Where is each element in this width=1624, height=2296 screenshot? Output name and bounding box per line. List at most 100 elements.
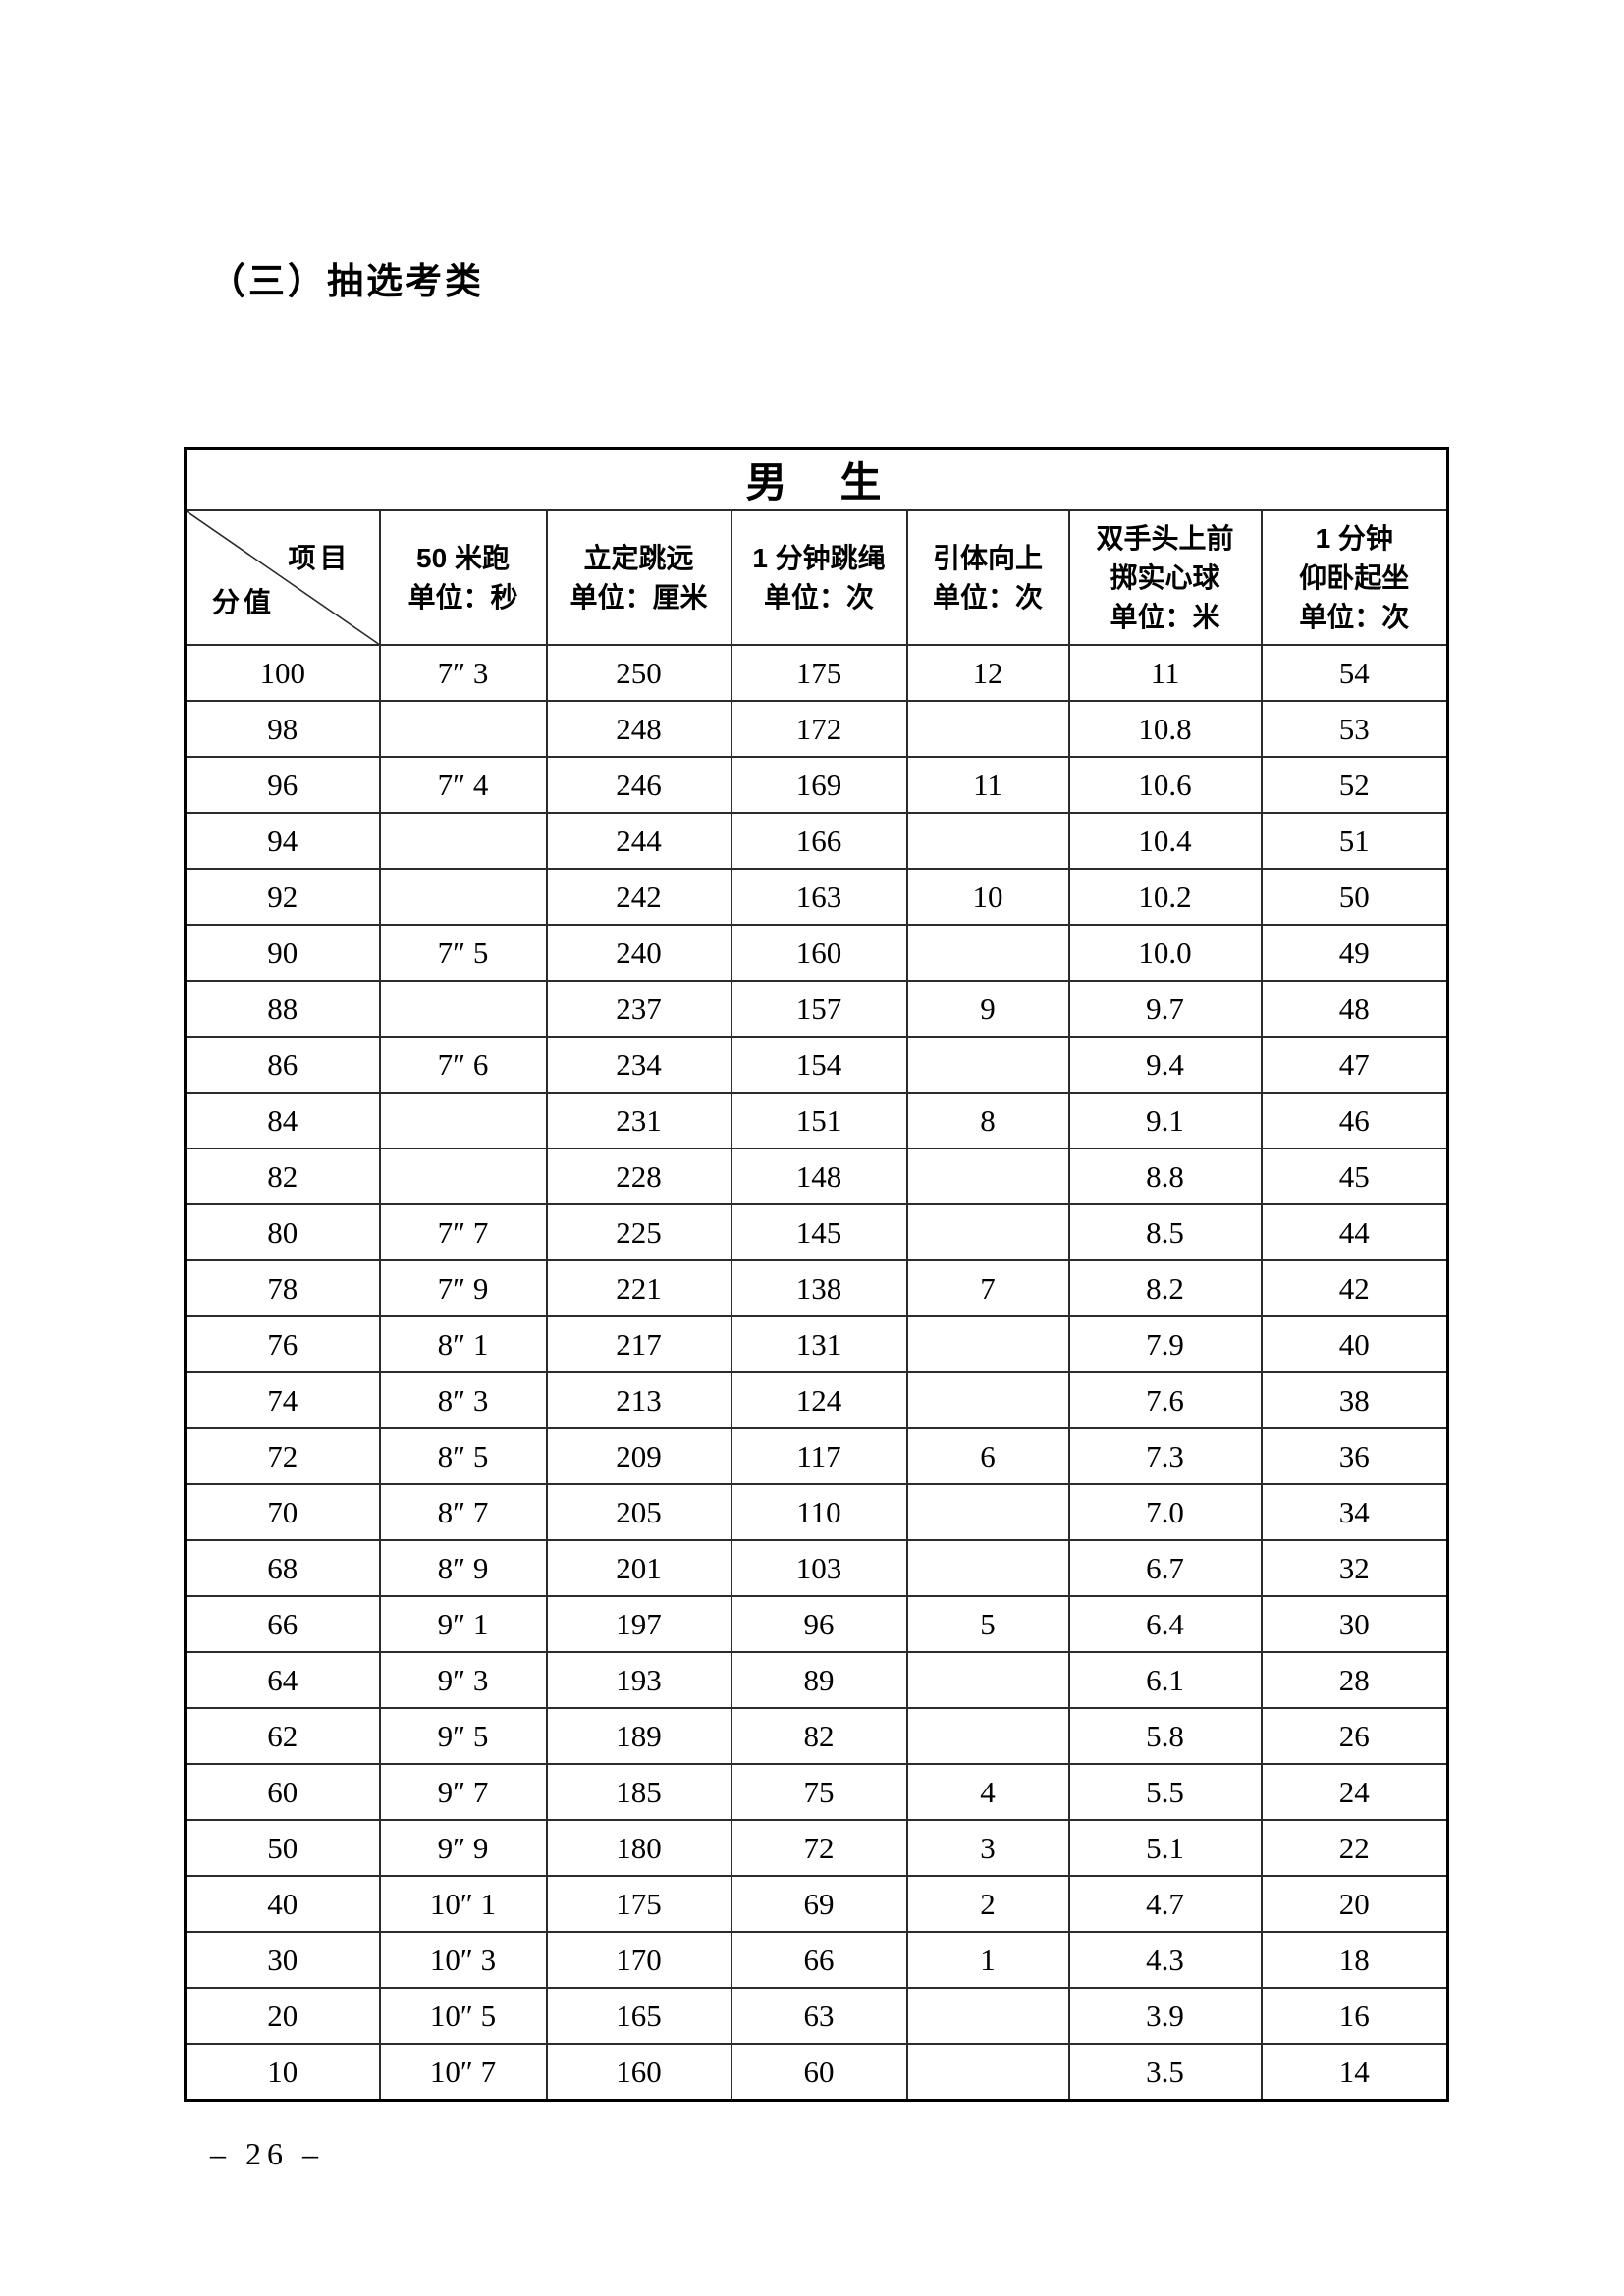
score-cell: 78 xyxy=(184,1259,381,1317)
score-cell: 72 xyxy=(184,1427,381,1485)
table-row: 90 7″ 5 240 160 10.0 49 xyxy=(184,924,1449,982)
value-cell: 6.1 xyxy=(1067,1651,1263,1709)
score-cell: 100 xyxy=(184,644,381,702)
value-cell: 145 xyxy=(730,1203,908,1261)
score-cell: 68 xyxy=(184,1539,381,1597)
table-row: 50 9″ 9 180 72 3 5.1 22 xyxy=(184,1819,1449,1877)
value-cell: 42 xyxy=(1260,1259,1449,1317)
value-cell: 5 xyxy=(905,1595,1070,1653)
value-cell: 40 xyxy=(1260,1315,1449,1373)
value-cell: 32 xyxy=(1260,1539,1449,1597)
corner-cell: 项目 分值 xyxy=(184,509,381,646)
value-cell: 16 xyxy=(1260,1987,1449,2045)
table-row: 10 10″ 7 160 60 3.5 14 xyxy=(184,2043,1449,2102)
value-cell: 9″ 7 xyxy=(378,1763,548,1821)
column-header-line: 立定跳远 xyxy=(583,542,694,573)
value-cell xyxy=(905,1707,1070,1765)
value-cell: 8″ 7 xyxy=(378,1483,548,1541)
value-cell xyxy=(905,1315,1070,1373)
table-row: 74 8″ 3 213 124 7.6 38 xyxy=(184,1371,1449,1429)
table-row: 92 242 163 10 10.2 50 xyxy=(184,868,1449,926)
score-cell: 20 xyxy=(184,1987,381,2045)
value-cell: 63 xyxy=(730,1987,908,2045)
value-cell: 151 xyxy=(730,1092,908,1149)
value-cell: 7″ 4 xyxy=(378,756,548,814)
score-cell: 92 xyxy=(184,868,381,926)
value-cell: 10″ 5 xyxy=(378,1987,548,2045)
value-cell: 82 xyxy=(730,1707,908,1765)
value-cell: 4 xyxy=(905,1763,1070,1821)
column-header-line: 掷实心球 xyxy=(1110,561,1220,593)
value-cell: 160 xyxy=(730,924,908,982)
value-cell xyxy=(905,1483,1070,1541)
table-row: 68 8″ 9 201 103 6.7 32 xyxy=(184,1539,1449,1597)
value-cell: 54 xyxy=(1260,644,1449,702)
value-cell xyxy=(905,1036,1070,1094)
value-cell: 228 xyxy=(545,1148,732,1205)
value-cell: 157 xyxy=(730,980,908,1038)
column-header-line: 单位：秒 xyxy=(407,581,518,613)
value-cell: 10.8 xyxy=(1067,700,1263,758)
table-row: 86 7″ 6 234 154 9.4 47 xyxy=(184,1036,1449,1094)
table-row: 72 8″ 5 209 117 6 7.3 36 xyxy=(184,1427,1449,1485)
column-header-row: 项目 分值 50 米跑 单位：秒 立定跳远 单位：厘米 1 分钟跳绳 单位：次 引体向上 单位… xyxy=(184,509,1449,646)
value-cell: 5.1 xyxy=(1067,1819,1263,1877)
value-cell: 180 xyxy=(545,1819,732,1877)
value-cell xyxy=(905,1148,1070,1205)
value-cell: 7″ 7 xyxy=(378,1203,548,1261)
value-cell: 117 xyxy=(730,1427,908,1485)
value-cell: 9″ 9 xyxy=(378,1819,548,1877)
value-cell xyxy=(378,1148,548,1205)
value-cell: 213 xyxy=(545,1371,732,1429)
score-cell: 82 xyxy=(184,1148,381,1205)
value-cell: 7 xyxy=(905,1259,1070,1317)
value-cell: 189 xyxy=(545,1707,732,1765)
value-cell: 7″ 3 xyxy=(378,644,548,702)
table-row: 20 10″ 5 165 63 3.9 16 xyxy=(184,1987,1449,2045)
column-header-line: 单位：次 xyxy=(1299,601,1410,632)
value-cell: 10.0 xyxy=(1067,924,1263,982)
value-cell: 49 xyxy=(1260,924,1449,982)
value-cell: 53 xyxy=(1260,700,1449,758)
value-cell: 9 xyxy=(905,980,1070,1038)
column-header: 引体向上 单位：次 xyxy=(905,509,1070,646)
boys-fitness-score-table: 男 生 项目 分值 50 米跑 单位：秒 立定跳远 单位：厘米 1 分钟跳绳 单位：次 引体… xyxy=(184,447,1450,2102)
score-cell: 86 xyxy=(184,1036,381,1094)
score-cell: 10 xyxy=(184,2043,381,2102)
table-row: 98 248 172 10.8 53 xyxy=(184,700,1449,758)
value-cell: 231 xyxy=(545,1092,732,1149)
table-row: 66 9″ 1 197 96 5 6.4 30 xyxy=(184,1595,1449,1653)
value-cell xyxy=(905,700,1070,758)
column-header-line: 仰卧起坐 xyxy=(1299,561,1410,593)
value-cell xyxy=(378,980,548,1038)
value-cell: 175 xyxy=(730,644,908,702)
value-cell: 3 xyxy=(905,1819,1070,1877)
value-cell: 8″ 3 xyxy=(378,1371,548,1429)
value-cell: 7.3 xyxy=(1067,1427,1263,1485)
table-row: 70 8″ 7 205 110 7.0 34 xyxy=(184,1483,1449,1541)
value-cell: 52 xyxy=(1260,756,1449,814)
value-cell: 221 xyxy=(545,1259,732,1317)
value-cell: 3.9 xyxy=(1067,1987,1263,2045)
value-cell: 4.7 xyxy=(1067,1875,1263,1933)
table-row: 60 9″ 7 185 75 4 5.5 24 xyxy=(184,1763,1449,1821)
table-row: 40 10″ 1 175 69 2 4.7 20 xyxy=(184,1875,1449,1933)
value-cell: 14 xyxy=(1260,2043,1449,2102)
value-cell: 131 xyxy=(730,1315,908,1373)
value-cell: 20 xyxy=(1260,1875,1449,1933)
value-cell: 6.7 xyxy=(1067,1539,1263,1597)
value-cell xyxy=(905,812,1070,870)
value-cell: 11 xyxy=(905,756,1070,814)
table-row: 96 7″ 4 246 169 11 10.6 52 xyxy=(184,756,1449,814)
score-cell: 94 xyxy=(184,812,381,870)
value-cell xyxy=(378,1092,548,1149)
column-header: 50 米跑 单位：秒 xyxy=(378,509,548,646)
table-row: 84 231 151 8 9.1 46 xyxy=(184,1092,1449,1149)
value-cell: 34 xyxy=(1260,1483,1449,1541)
column-header: 双手头上前 掷实心球 单位：米 xyxy=(1067,509,1263,646)
column-header-line: 单位：厘米 xyxy=(569,581,708,613)
value-cell: 8″ 9 xyxy=(378,1539,548,1597)
table-row: 78 7″ 9 221 138 7 8.2 42 xyxy=(184,1259,1449,1317)
value-cell: 45 xyxy=(1260,1148,1449,1205)
value-cell: 7.9 xyxy=(1067,1315,1263,1373)
